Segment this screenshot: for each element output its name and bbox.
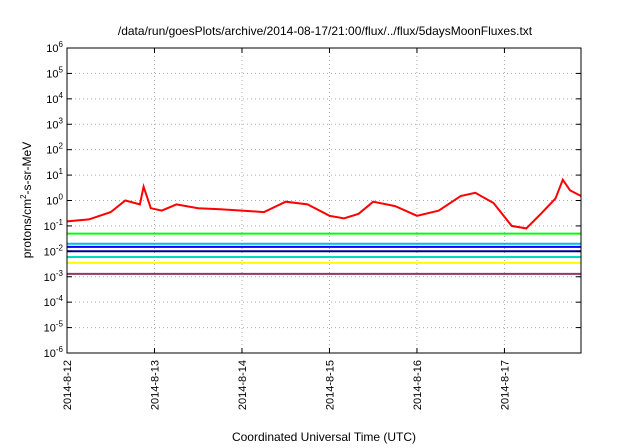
y-tick-label: 104	[46, 91, 63, 106]
x-tick-label: 2014-8-17	[499, 360, 511, 410]
y-ticks: 10-6 10-5 10-4 10-3 10-2 10-1 100 101 102 103 104 1…	[44, 40, 581, 360]
y-tick-label: 10-1	[44, 218, 64, 233]
x-axis-label: Coordinated Universal Time (UTC)	[232, 430, 416, 444]
y-tick-label: 103	[46, 116, 63, 131]
chart-title: /data/run/goesPlots/archive/2014-08-17/2…	[118, 24, 533, 38]
y-tick-label: 10-5	[44, 320, 64, 335]
y-tick-label: 105	[46, 65, 63, 80]
series-line	[66, 177, 582, 230]
x-ticks: 2014-8-12 2014-8-13 2014-8-14 2014-8-15 2014…	[62, 48, 511, 410]
y-tick-label: 10-3	[44, 269, 64, 284]
y-tick-label: 100	[46, 193, 63, 208]
y-tick-label: 10-6	[44, 345, 64, 360]
grid	[67, 48, 581, 353]
y-tick-label: 10-2	[44, 243, 64, 258]
y-axis-label: protons/cm2-s-sr-MeV	[19, 142, 34, 258]
series-group	[66, 177, 582, 275]
y-tick-label: 106	[46, 40, 63, 55]
y-tick-label: 101	[46, 167, 63, 182]
x-tick-label: 2014-8-12	[62, 360, 74, 410]
y-tick-label: 10-4	[44, 294, 64, 309]
x-tick-label: 2014-8-15	[324, 360, 336, 410]
x-tick-label: 2014-8-14	[237, 360, 249, 410]
y-tick-label: 102	[46, 142, 63, 157]
x-tick-label: 2014-8-16	[412, 360, 424, 410]
x-tick-label: 2014-8-13	[149, 360, 161, 410]
